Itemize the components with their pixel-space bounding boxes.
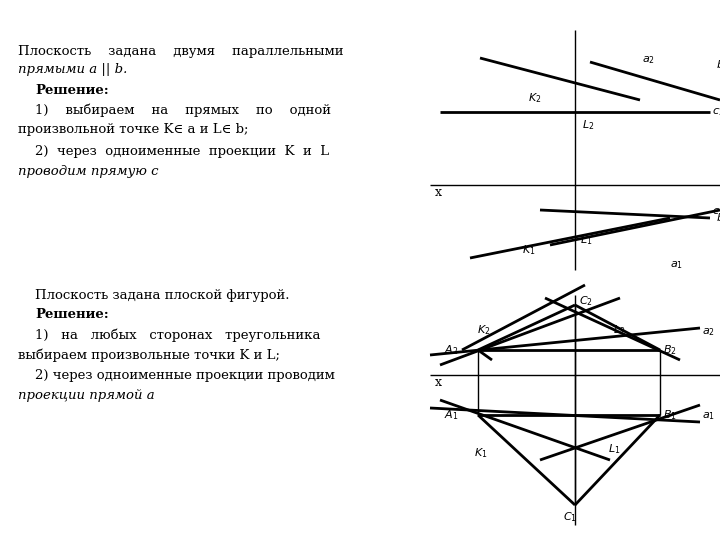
Text: прямыми a || b.: прямыми a || b. bbox=[18, 64, 127, 77]
Text: $C_1$: $C_1$ bbox=[563, 510, 577, 524]
Text: произвольной точке K∈ a и L∈ b;: произвольной точке K∈ a и L∈ b; bbox=[18, 124, 248, 137]
Text: $c_1$: $c_1$ bbox=[712, 206, 720, 218]
Text: 2) через одноименные проекции проводим: 2) через одноименные проекции проводим bbox=[35, 368, 335, 381]
Text: 2)  через  одноименные  проекции  K  и  L: 2) через одноименные проекции K и L bbox=[35, 145, 329, 159]
Text: $K_1$: $K_1$ bbox=[522, 243, 536, 257]
Text: проекции прямой a: проекции прямой a bbox=[18, 388, 155, 402]
Text: $B_1$: $B_1$ bbox=[663, 408, 677, 422]
Text: $c_2$: $c_2$ bbox=[712, 106, 720, 118]
Text: $L_1$: $L_1$ bbox=[580, 233, 593, 247]
Text: $b_1$: $b_1$ bbox=[716, 211, 720, 225]
Text: $a_2$: $a_2$ bbox=[702, 326, 715, 338]
Text: Решение:: Решение: bbox=[35, 84, 109, 97]
Text: Плоскость задана плоской фигурой.: Плоскость задана плоской фигурой. bbox=[35, 288, 289, 301]
Text: Решение:: Решение: bbox=[35, 308, 109, 321]
Text: выбираем произвольные точки K и L;: выбираем произвольные точки K и L; bbox=[18, 348, 280, 362]
Text: проводим прямую c: проводим прямую c bbox=[18, 165, 158, 179]
Text: $A_1$: $A_1$ bbox=[444, 408, 458, 422]
Text: Плоскость    задана    двумя    параллельными: Плоскость задана двумя параллельными bbox=[18, 45, 343, 58]
Text: $b_2$: $b_2$ bbox=[716, 58, 720, 72]
Text: $L_2$: $L_2$ bbox=[582, 118, 594, 132]
Text: 1)    выбираем    на    прямых    по    одной: 1) выбираем на прямых по одной bbox=[35, 103, 331, 117]
Text: x: x bbox=[435, 186, 442, 199]
Text: x: x bbox=[435, 376, 442, 389]
Text: 1)   на   любых   сторонах   треугольника: 1) на любых сторонах треугольника bbox=[35, 328, 320, 342]
Text: $K_1$: $K_1$ bbox=[474, 446, 488, 460]
Text: $L_1$: $L_1$ bbox=[608, 442, 621, 456]
Text: $K_2$: $K_2$ bbox=[528, 91, 541, 105]
Text: $B_2$: $B_2$ bbox=[663, 343, 677, 357]
Text: $a_1$: $a_1$ bbox=[670, 259, 683, 271]
Text: $K_2$: $K_2$ bbox=[477, 323, 490, 337]
Text: $C_2$: $C_2$ bbox=[579, 294, 593, 308]
Text: $L_2$: $L_2$ bbox=[613, 323, 626, 337]
Text: $a_1$: $a_1$ bbox=[702, 410, 715, 422]
Text: $a_2$: $a_2$ bbox=[642, 54, 655, 66]
Text: $A_2$: $A_2$ bbox=[444, 343, 458, 357]
